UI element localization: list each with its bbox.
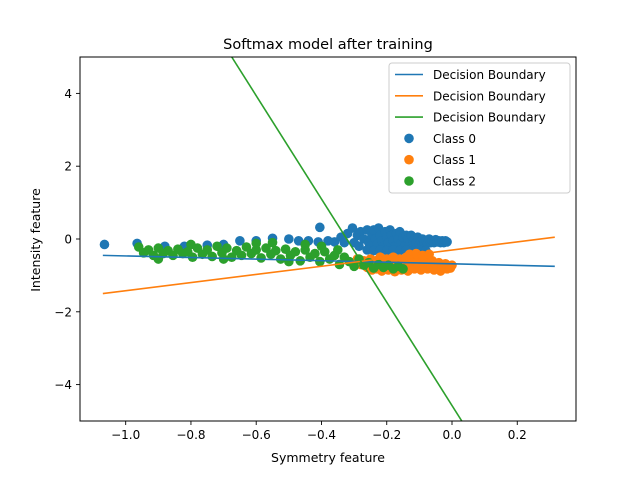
y-axis-ticks: −4 −2 0 2 4 — [54, 87, 80, 392]
scatter-point — [235, 236, 245, 246]
y-tick-label: 2 — [64, 160, 72, 174]
scatter-point — [153, 254, 164, 264]
legend-label: Class 2 — [433, 175, 476, 189]
scatter-point — [267, 237, 278, 248]
x-axis-label: Symmetry feature — [271, 450, 385, 465]
scatter-point — [398, 264, 408, 274]
scatter-point — [207, 251, 217, 262]
scatter-point — [442, 237, 452, 247]
legend-box — [388, 62, 571, 194]
scatter-point — [447, 260, 457, 271]
x-tick-label: −0.4 — [307, 428, 336, 442]
legend: Decision Boundary Decision Boundary Decisi… — [388, 62, 571, 194]
scatter-point — [222, 243, 232, 253]
scatter-point — [300, 239, 310, 250]
scatter-point — [186, 239, 196, 250]
x-tick-label: −0.2 — [372, 428, 401, 442]
scatter-point — [310, 248, 320, 259]
decision-boundary-line-2 — [231, 57, 463, 421]
scatter-point — [316, 241, 327, 252]
y-tick-label: 0 — [64, 233, 72, 247]
y-tick-label: −2 — [54, 305, 72, 319]
y-tick-label: −4 — [54, 378, 72, 392]
scatter-point — [354, 241, 364, 252]
legend-dot-swatch — [404, 154, 414, 165]
scatter-point — [226, 252, 237, 262]
legend-dot-swatch — [404, 133, 414, 144]
scatter-point — [315, 256, 325, 267]
scatter-point — [251, 238, 262, 249]
scatter-point — [256, 253, 266, 263]
scatter-point — [349, 261, 359, 272]
scatter-point — [290, 246, 301, 257]
decision-boundary-line-1 — [102, 236, 555, 295]
scatter-point — [424, 249, 434, 260]
x-tick-label: −0.6 — [242, 428, 271, 442]
decision-boundary-line-0 — [102, 254, 555, 268]
x-tick-label: −1.0 — [111, 428, 140, 442]
legend-label: Class 0 — [433, 132, 476, 146]
scatter-point — [202, 245, 213, 255]
scatter-point — [284, 234, 294, 244]
scatter-point — [315, 222, 325, 233]
y-tick-label: 4 — [64, 87, 72, 101]
legend-label: Class 1 — [433, 153, 476, 167]
chart-title: Softmax model after training — [223, 37, 433, 53]
x-tick-label: 0.0 — [442, 428, 461, 442]
scatter-point — [241, 242, 252, 252]
scatter-point — [99, 239, 110, 250]
scatter-point — [347, 223, 358, 233]
x-tick-label: −0.8 — [176, 428, 205, 442]
plot-marks — [99, 57, 555, 421]
scatter-point — [270, 245, 281, 256]
scatter-point — [212, 241, 222, 252]
scatter-point — [284, 256, 294, 267]
scatter-point — [332, 245, 343, 255]
legend-dot-swatch — [404, 176, 414, 186]
legend-label: Decision Boundary — [433, 89, 546, 103]
x-tick-label: 0.2 — [508, 428, 527, 442]
x-axis-ticks: −1.0 −0.8 −0.6 −0.4 −0.2 0.0 0.2 — [111, 421, 527, 442]
legend-label: Decision Boundary — [433, 111, 546, 125]
scatter-point — [236, 250, 247, 261]
legend-label: Decision Boundary — [433, 68, 546, 82]
y-axis-label: Intensity feature — [28, 188, 43, 292]
scatter-point — [133, 242, 144, 252]
boundary-lines — [102, 57, 555, 421]
